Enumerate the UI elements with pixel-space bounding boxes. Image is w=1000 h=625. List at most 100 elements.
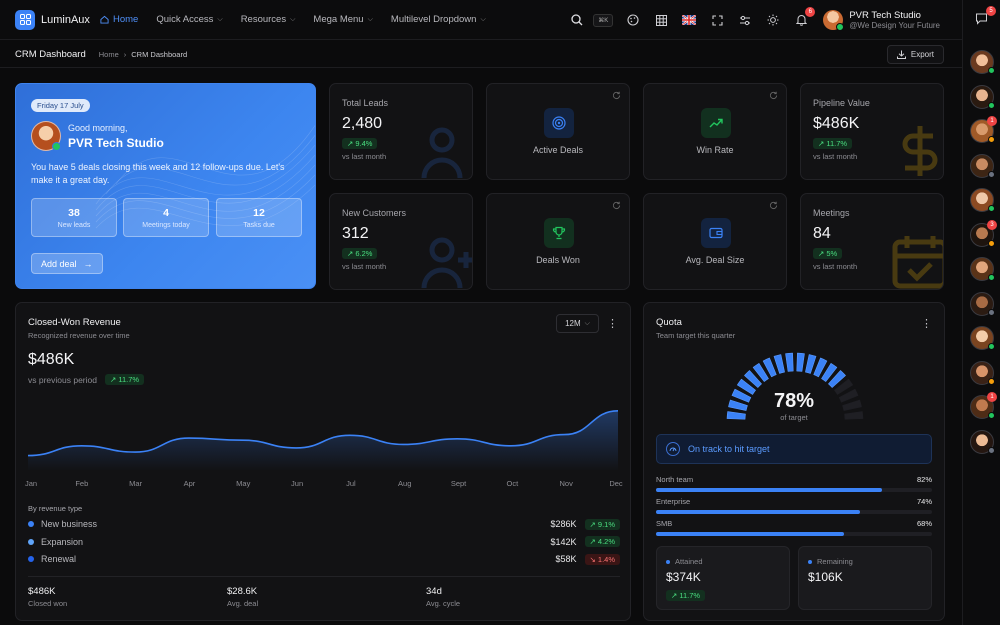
card-active-deals[interactable]: Active Deals bbox=[486, 83, 630, 180]
contact-avatar[interactable] bbox=[970, 257, 995, 281]
row-percent: 74% bbox=[916, 497, 932, 506]
contact-avatar[interactable]: 1 bbox=[970, 116, 997, 143]
chart-series-line bbox=[28, 410, 618, 457]
nav-resources[interactable]: Resources ⌵ bbox=[241, 14, 296, 25]
sun-icon[interactable] bbox=[765, 12, 781, 28]
row-label: North team bbox=[656, 475, 694, 484]
footer-stat-avg-deal: $28.6K Avg. deal bbox=[227, 586, 258, 608]
footer-label: Closed won bbox=[28, 599, 68, 608]
welcome-message: You have 5 deals closing this week and 1… bbox=[31, 162, 285, 185]
kpi-sub: vs last month bbox=[813, 262, 858, 271]
chevron-down-icon: ⌵ bbox=[584, 319, 590, 327]
gauge-icon bbox=[666, 442, 680, 456]
contact-avatar[interactable] bbox=[970, 188, 995, 212]
on-track-banner: On track to hit target bbox=[656, 434, 932, 464]
bullet-dot bbox=[666, 559, 670, 564]
export-button[interactable]: Export bbox=[886, 45, 944, 64]
nav-quick-access-label: Quick Access bbox=[156, 14, 214, 25]
date-pill: Friday 17 July bbox=[31, 99, 90, 112]
home-icon bbox=[100, 15, 109, 24]
contact-avatar[interactable]: 3 bbox=[970, 219, 997, 247]
legend-dot bbox=[28, 556, 34, 562]
revenue-type-row: Renewal $58K ↘ 1.4% bbox=[28, 552, 620, 566]
footer-stat-closed-won: $486K Closed won bbox=[28, 586, 67, 608]
refresh-icon[interactable] bbox=[769, 91, 778, 100]
status-dot bbox=[988, 308, 995, 316]
user-menu[interactable]: PVR Tech Studio @We Design Your Future bbox=[823, 10, 940, 31]
brand-logo[interactable]: LuminAux bbox=[15, 9, 100, 30]
row-percent: 68% bbox=[916, 519, 932, 528]
kpi-change: ↗ 6.2% bbox=[342, 248, 378, 259]
breadcrumb-home[interactable]: Home bbox=[98, 49, 119, 59]
contact-avatar[interactable] bbox=[970, 84, 995, 109]
palette-icon[interactable] bbox=[625, 12, 641, 28]
refresh-icon[interactable] bbox=[612, 91, 621, 100]
dollar-icon bbox=[902, 126, 938, 176]
status-dot bbox=[988, 412, 995, 419]
compare-label: vs previous period bbox=[28, 374, 97, 385]
card-win-rate[interactable]: Win Rate bbox=[643, 83, 787, 180]
kpi-label: New Customers bbox=[342, 208, 407, 218]
range-select[interactable]: 12M ⌵ bbox=[556, 314, 599, 333]
user-subtitle: @We Design Your Future bbox=[849, 20, 940, 30]
grid-icon[interactable] bbox=[653, 12, 669, 28]
status-dot bbox=[988, 274, 995, 281]
card-deals-won[interactable]: Deals Won bbox=[486, 193, 630, 290]
nav-mega-menu[interactable]: Mega Menu ⌵ bbox=[313, 14, 372, 25]
fullscreen-icon[interactable] bbox=[709, 12, 725, 28]
more-icon[interactable]: ⋮ bbox=[921, 318, 932, 330]
x-tick-label: Nov bbox=[559, 479, 573, 488]
toolbar: ⌘K 6 PVR Tech Studio @We Design Your Fut bbox=[557, 0, 940, 40]
page-header: CRM Dashboard Home › CRM Dashboard Expor… bbox=[0, 41, 962, 68]
contact-avatar[interactable] bbox=[970, 360, 995, 385]
contact-avatar[interactable] bbox=[970, 326, 995, 350]
chat-icon[interactable]: 5 bbox=[975, 6, 996, 26]
contact-avatar[interactable] bbox=[970, 50, 995, 74]
bell-icon[interactable]: 6 bbox=[793, 7, 816, 28]
search-icon[interactable] bbox=[569, 12, 585, 28]
export-label: Export bbox=[910, 50, 934, 59]
change-badge: ↘ 1.4% bbox=[584, 553, 620, 565]
card-avg-deal-size[interactable]: Avg. Deal Size bbox=[643, 193, 787, 290]
refresh-icon[interactable] bbox=[769, 201, 778, 210]
status-dot bbox=[988, 205, 995, 212]
quota-progress-row: North team 82% bbox=[656, 475, 932, 492]
status-dot bbox=[988, 101, 995, 109]
more-icon[interactable]: ⋮ bbox=[607, 318, 618, 330]
page-title: CRM Dashboard bbox=[15, 48, 86, 60]
add-deal-label: Add deal bbox=[41, 258, 77, 269]
status-dot bbox=[988, 343, 995, 350]
main-nav: Home Quick Access ⌵ Resources ⌵ Mega Menu ⌵… bbox=[100, 14, 504, 25]
uk-flag-icon[interactable] bbox=[681, 12, 697, 28]
row-label: SMB bbox=[656, 519, 673, 528]
nav-multilevel-dropdown[interactable]: Multilevel Dropdown ⌵ bbox=[391, 14, 486, 25]
message-badge: 1 bbox=[987, 116, 997, 126]
nav-quick-access[interactable]: Quick Access ⌵ bbox=[156, 14, 222, 25]
nav-multilevel-label: Multilevel Dropdown bbox=[390, 14, 477, 25]
stat-label: Meetings today bbox=[142, 222, 190, 229]
contact-avatar[interactable]: 1 bbox=[970, 392, 997, 419]
mini-label: Attained bbox=[675, 557, 703, 566]
download-icon bbox=[896, 50, 906, 59]
add-deal-button[interactable]: Add deal → bbox=[31, 253, 103, 274]
footer-stat-avg-cycle: 34d Avg. cycle bbox=[426, 586, 460, 608]
kpi-change: ↗ 9.4% bbox=[342, 138, 378, 149]
kpi-pipeline-value: Pipeline Value $486K ↗ 11.7% vs last mon… bbox=[800, 83, 944, 180]
gauge-segment-filled bbox=[726, 411, 746, 420]
kpi-label: Total Leads bbox=[342, 98, 389, 108]
quota-progress-row: SMB 68% bbox=[656, 519, 932, 536]
type-amount: $286K bbox=[550, 519, 577, 529]
revenue-type-row: New business $286K ↗ 9.1% bbox=[28, 517, 620, 531]
kpi-value: 312 bbox=[342, 225, 369, 242]
x-tick-label: Jan bbox=[24, 479, 38, 488]
contact-avatar[interactable] bbox=[970, 153, 995, 178]
gauge-segment-filled bbox=[737, 378, 756, 395]
kpi-change: ↗ 11.7% bbox=[813, 138, 853, 149]
status-dot bbox=[988, 446, 995, 454]
refresh-icon[interactable] bbox=[612, 201, 621, 210]
settings-sliders-icon[interactable] bbox=[737, 12, 753, 28]
nav-home[interactable]: Home bbox=[100, 14, 138, 25]
contact-avatar[interactable] bbox=[970, 291, 995, 316]
kpi-value: $486K bbox=[813, 115, 860, 132]
contact-avatar[interactable] bbox=[970, 429, 995, 454]
